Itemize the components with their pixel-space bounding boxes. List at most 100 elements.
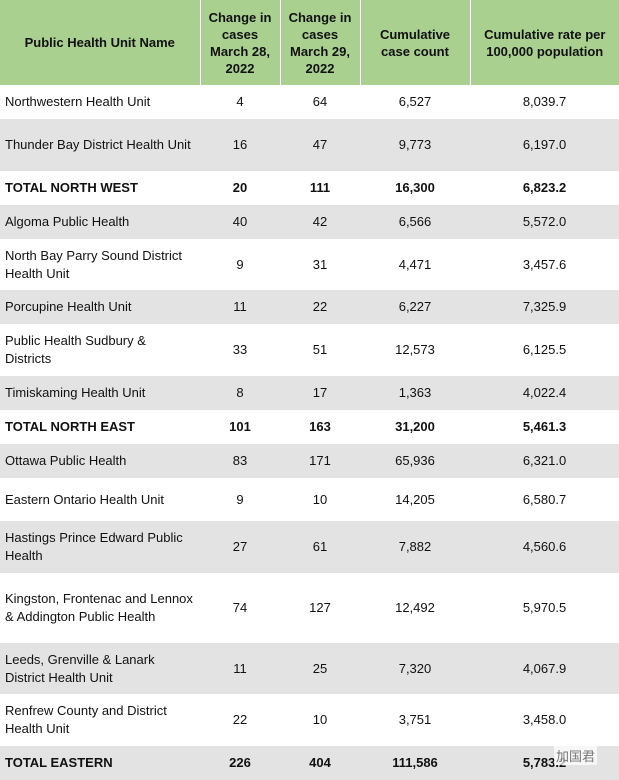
table-cell: 7,325.9 (470, 290, 619, 324)
row-label: Northwestern Health Unit (5, 94, 151, 109)
table-body: Northwestern Health Unit 4 64 6,527 8,039.7 T… (0, 85, 619, 780)
table-row: TOTAL NORTH WEST 20 111 16,300 6,823.2 (0, 171, 619, 205)
table-cell: 20 (232, 180, 248, 195)
table-cell: 4,471 (398, 256, 432, 272)
header-row: Public Health Unit Name Change in cases M… (0, 0, 619, 85)
row-label: Porcupine Health Unit (0, 290, 200, 324)
table-cell: 6,527 (398, 94, 432, 109)
header-cell: Cumulative rate per 100,000 population (470, 0, 619, 85)
table-cell: 11 (200, 290, 280, 324)
table-cell: 8,039.7 (522, 94, 567, 109)
table-row: Ottawa Public Health 83 171 65,936 6,321.0 (0, 444, 619, 478)
row-label: Thunder Bay District Health Unit (0, 119, 200, 171)
table-cell: 25 (280, 643, 360, 694)
table-cell: 51 (312, 342, 328, 357)
table-row: Leeds, Grenville & Lanark District Healt… (0, 643, 619, 694)
table-cell: 171 (280, 444, 360, 478)
table-cell: 22 (280, 290, 360, 324)
table-cell: 111 (309, 180, 331, 195)
row-label: Eastern Ontario Health Unit (5, 491, 164, 507)
table-cell: 27 (200, 521, 280, 573)
table-cell: 6,125.5 (522, 342, 567, 357)
table-cell: 9 (236, 256, 244, 272)
table-cell: 14,205 (395, 491, 435, 507)
table-row: Northwestern Health Unit 4 64 6,527 8,039.7 (0, 85, 619, 119)
row-label: Timiskaming Health Unit (0, 376, 200, 410)
table-row: Porcupine Health Unit 11 22 6,227 7,325.9 (0, 290, 619, 324)
table-row: Renfrew County and District Health Unit 2… (0, 694, 619, 746)
table-cell: 4,022.4 (470, 376, 619, 410)
table-cell: 101 (229, 419, 251, 434)
table-cell: 12,573 (395, 342, 435, 357)
table-cell: 6,580.7 (522, 491, 567, 507)
row-label: Renfrew County and District Health Unit (5, 703, 167, 736)
row-label: TOTAL NORTH WEST (5, 180, 138, 195)
header-cell: Cumulative case count (360, 0, 471, 85)
row-label: Ottawa Public Health (0, 444, 200, 478)
table-cell: 33 (232, 342, 248, 357)
table-cell: 163 (309, 419, 331, 434)
table-cell: 127 (309, 600, 331, 615)
table-cell: 10 (312, 712, 328, 727)
row-label: Kingston, Frontenac and Lennox & Addingt… (5, 591, 193, 624)
table-cell: 31 (312, 256, 328, 272)
table-cell: 3,458.0 (522, 712, 567, 727)
table-cell: 6,227 (360, 290, 470, 324)
table-cell: 8 (200, 376, 280, 410)
table-cell: 61 (280, 521, 360, 573)
table-cell: 16 (200, 119, 280, 171)
table-cell: 3,457.6 (522, 256, 567, 272)
table-cell: 74 (232, 600, 248, 615)
table-row: Thunder Bay District Health Unit 16 47 9,77… (0, 119, 619, 171)
row-label: TOTAL NORTH EAST (5, 419, 135, 434)
row-label: Hastings Prince Edward Public Health (0, 521, 200, 573)
table-cell: 40 (200, 205, 280, 239)
table-row: Eastern Ontario Health Unit 9 10 14,205 6,58… (0, 478, 619, 521)
row-label: North Bay Parry Sound District Health Un… (5, 247, 183, 281)
table-cell: 6,197.0 (470, 119, 619, 171)
table-cell: 9,773 (360, 119, 470, 171)
table-cell: 16,300 (395, 180, 435, 195)
table-cell: 4,560.6 (470, 521, 619, 573)
table-cell: 1,363 (360, 376, 470, 410)
table-cell: 3,751 (398, 712, 432, 727)
table-cell: 7,320 (360, 643, 470, 694)
table-cell: 47 (280, 119, 360, 171)
table-cell: 12,492 (395, 600, 435, 615)
table-row: TOTAL EASTERN 226 404 111,586 5,783.2 (0, 746, 619, 780)
table-cell: 4 (236, 94, 244, 109)
table-cell: 5,461.3 (522, 419, 567, 434)
header-cell: Change in cases March 28, 2022 (200, 0, 281, 85)
table-cell: 6,321.0 (470, 444, 619, 478)
table-row: Algoma Public Health 40 42 6,566 5,572.0 (0, 205, 619, 239)
table-row: Hastings Prince Edward Public Health 27 61… (0, 521, 619, 573)
table-cell: 4,067.9 (470, 643, 619, 694)
watermark: 加国君 (553, 746, 597, 765)
table-row: North Bay Parry Sound District Health Un… (0, 239, 619, 290)
table-cell: 83 (200, 444, 280, 478)
table-row: Kingston, Frontenac and Lennox & Addingt… (0, 573, 619, 643)
table-cell: 5,970.5 (522, 600, 567, 615)
header-cell: Public Health Unit Name (0, 0, 201, 85)
table-row: TOTAL NORTH EAST 101 163 31,200 5,461.3 (0, 410, 619, 444)
table-cell: 5,572.0 (470, 205, 619, 239)
table-cell: 10 (312, 491, 328, 507)
row-label: Leeds, Grenville & Lanark District Healt… (0, 643, 200, 694)
table-cell: 22 (232, 712, 248, 727)
table-cell: 9 (236, 491, 244, 507)
row-label: Public Health Sudbury & Districts (5, 333, 146, 366)
table-cell: 226 (200, 746, 280, 780)
table-cell: 6,566 (360, 205, 470, 239)
table-cell: 6,823.2 (522, 180, 567, 195)
header-cell: Change in cases March 29, 2022 (280, 0, 361, 85)
table-row: Public Health Sudbury & Districts 33 51 12,… (0, 324, 619, 376)
table-cell: 64 (312, 94, 328, 109)
table-cell: 31,200 (395, 419, 435, 434)
table-cell: 17 (280, 376, 360, 410)
table-cell: 65,936 (360, 444, 470, 478)
table-row: Timiskaming Health Unit 8 17 1,363 4,022.4 (0, 376, 619, 410)
table-cell: 111,586 (360, 746, 470, 780)
table-cell: 11 (200, 643, 280, 694)
